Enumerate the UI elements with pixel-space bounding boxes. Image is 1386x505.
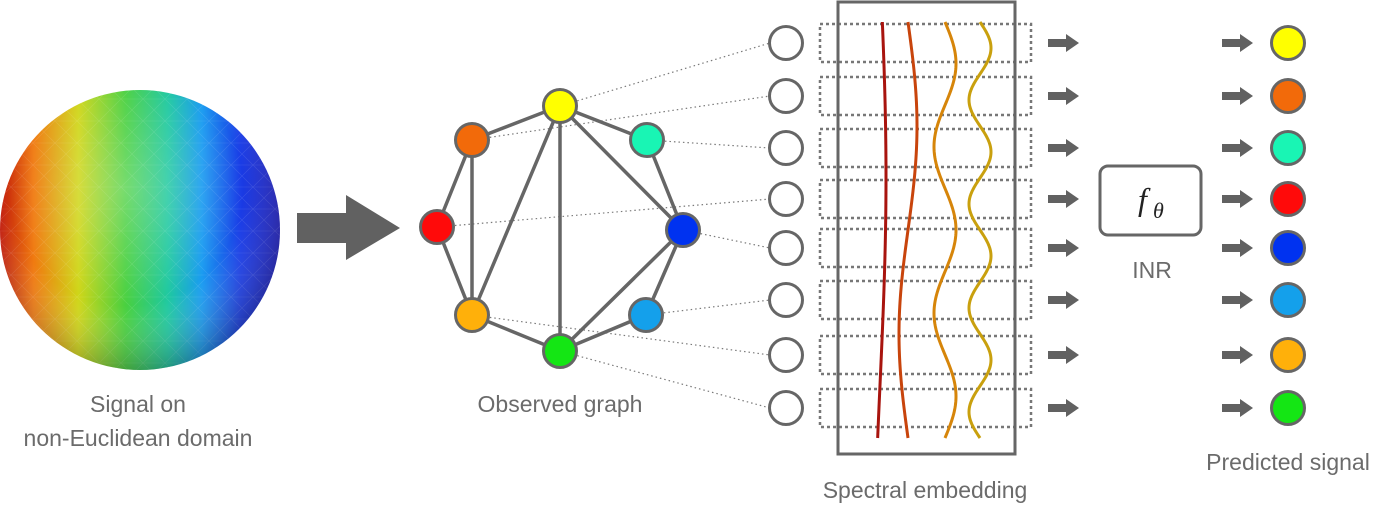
main-arrow-icon (297, 195, 400, 260)
small-arrow-icon (1222, 34, 1253, 52)
small-arrow-icon (1222, 291, 1253, 309)
inr-function-box: f θ (1098, 164, 1203, 237)
small-arrow-icon (1048, 291, 1079, 309)
small-arrow-icon (1048, 239, 1079, 257)
predicted-node (1270, 230, 1306, 266)
embedding-input-node (768, 181, 804, 217)
embedding-row-box (818, 334, 1033, 376)
embedding-row-box (818, 279, 1033, 321)
small-arrow-icon (1222, 346, 1253, 364)
predicted-nodes (1270, 25, 1306, 426)
wave-1 (876, 21, 888, 439)
small-arrow-icon (1048, 139, 1079, 157)
predicted-node (1270, 337, 1306, 373)
sphere-signal (0, 90, 280, 370)
graph-node-red (419, 209, 455, 245)
wave-2 (897, 21, 919, 439)
small-arrow-icon (1048, 34, 1079, 52)
graph-nodes (419, 88, 701, 369)
embedding-row-box (818, 75, 1033, 117)
embedding-input-node (768, 78, 804, 114)
graph-node-orange (454, 122, 490, 158)
predicted-signal-label: Predicted signal (1206, 449, 1370, 475)
embedding-input-node (768, 282, 804, 318)
embedding-input-node (768, 25, 804, 61)
small-arrow-icon (1048, 399, 1079, 417)
observed-graph-label: Observed graph (478, 391, 643, 417)
embedding-row-box (818, 127, 1033, 169)
predicted-node (1270, 25, 1306, 61)
embedding-input-node (768, 390, 804, 426)
small-arrow-icon (1222, 139, 1253, 157)
predicted-node (1270, 181, 1306, 217)
embedding-input-nodes (768, 25, 804, 426)
inr-label: INR (1132, 257, 1172, 283)
eigenvector-waves (876, 21, 993, 439)
predicted-node (1270, 130, 1306, 166)
small-arrow-icon (1048, 87, 1079, 105)
small-arrow-icon (1222, 239, 1253, 257)
spectral-embedding-label: Spectral embedding (823, 477, 1028, 503)
small-arrow-icon (1222, 87, 1253, 105)
prediction-arrows (1222, 34, 1253, 417)
embedding-row-box (818, 227, 1033, 269)
function-subscript: θ (1153, 198, 1164, 223)
wave-4 (967, 21, 993, 439)
embedding-row-box (818, 22, 1033, 64)
predicted-node (1270, 282, 1306, 318)
graph-node-yellow (542, 88, 578, 124)
small-arrow-icon (1222, 190, 1253, 208)
wave-3 (932, 21, 958, 439)
graph-node-gold (454, 297, 490, 333)
small-arrow-icon (1048, 346, 1079, 364)
graph-node-cyan (629, 122, 665, 158)
embedding-input-node (768, 130, 804, 166)
embedding-rows (818, 22, 1033, 429)
small-arrow-icon (1222, 399, 1253, 417)
graph-node-lightblue (628, 297, 664, 333)
signal-label-line2: non-Euclidean domain (24, 425, 253, 451)
embedding-input-node (768, 337, 804, 373)
embedding-row-box (818, 387, 1033, 429)
predicted-node (1270, 78, 1306, 114)
signal-label-line1: Signal on (90, 391, 186, 417)
predicted-node (1270, 390, 1306, 426)
embedding-input-node (768, 230, 804, 266)
graph-node-blue (665, 212, 701, 248)
graph-embedding-connectors (436, 42, 771, 409)
embedding-row-box (818, 178, 1033, 220)
embedding-output-arrows (1048, 34, 1079, 417)
spectral-embedding-frame (836, 0, 1017, 456)
small-arrow-icon (1048, 190, 1079, 208)
graph-node-green (542, 333, 578, 369)
